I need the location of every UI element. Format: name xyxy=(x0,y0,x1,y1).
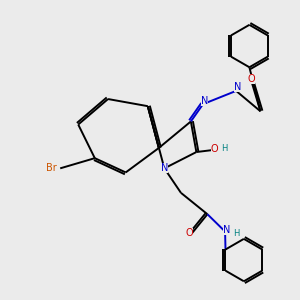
Text: N: N xyxy=(223,225,230,235)
Text: O: O xyxy=(186,228,193,238)
Text: H: H xyxy=(233,230,239,238)
Text: Br: Br xyxy=(46,163,57,173)
Text: O: O xyxy=(211,143,218,154)
Text: O: O xyxy=(248,74,255,84)
Text: H: H xyxy=(221,144,227,153)
Text: N: N xyxy=(161,163,168,173)
Text: N: N xyxy=(201,96,208,106)
Text: N: N xyxy=(234,82,241,92)
